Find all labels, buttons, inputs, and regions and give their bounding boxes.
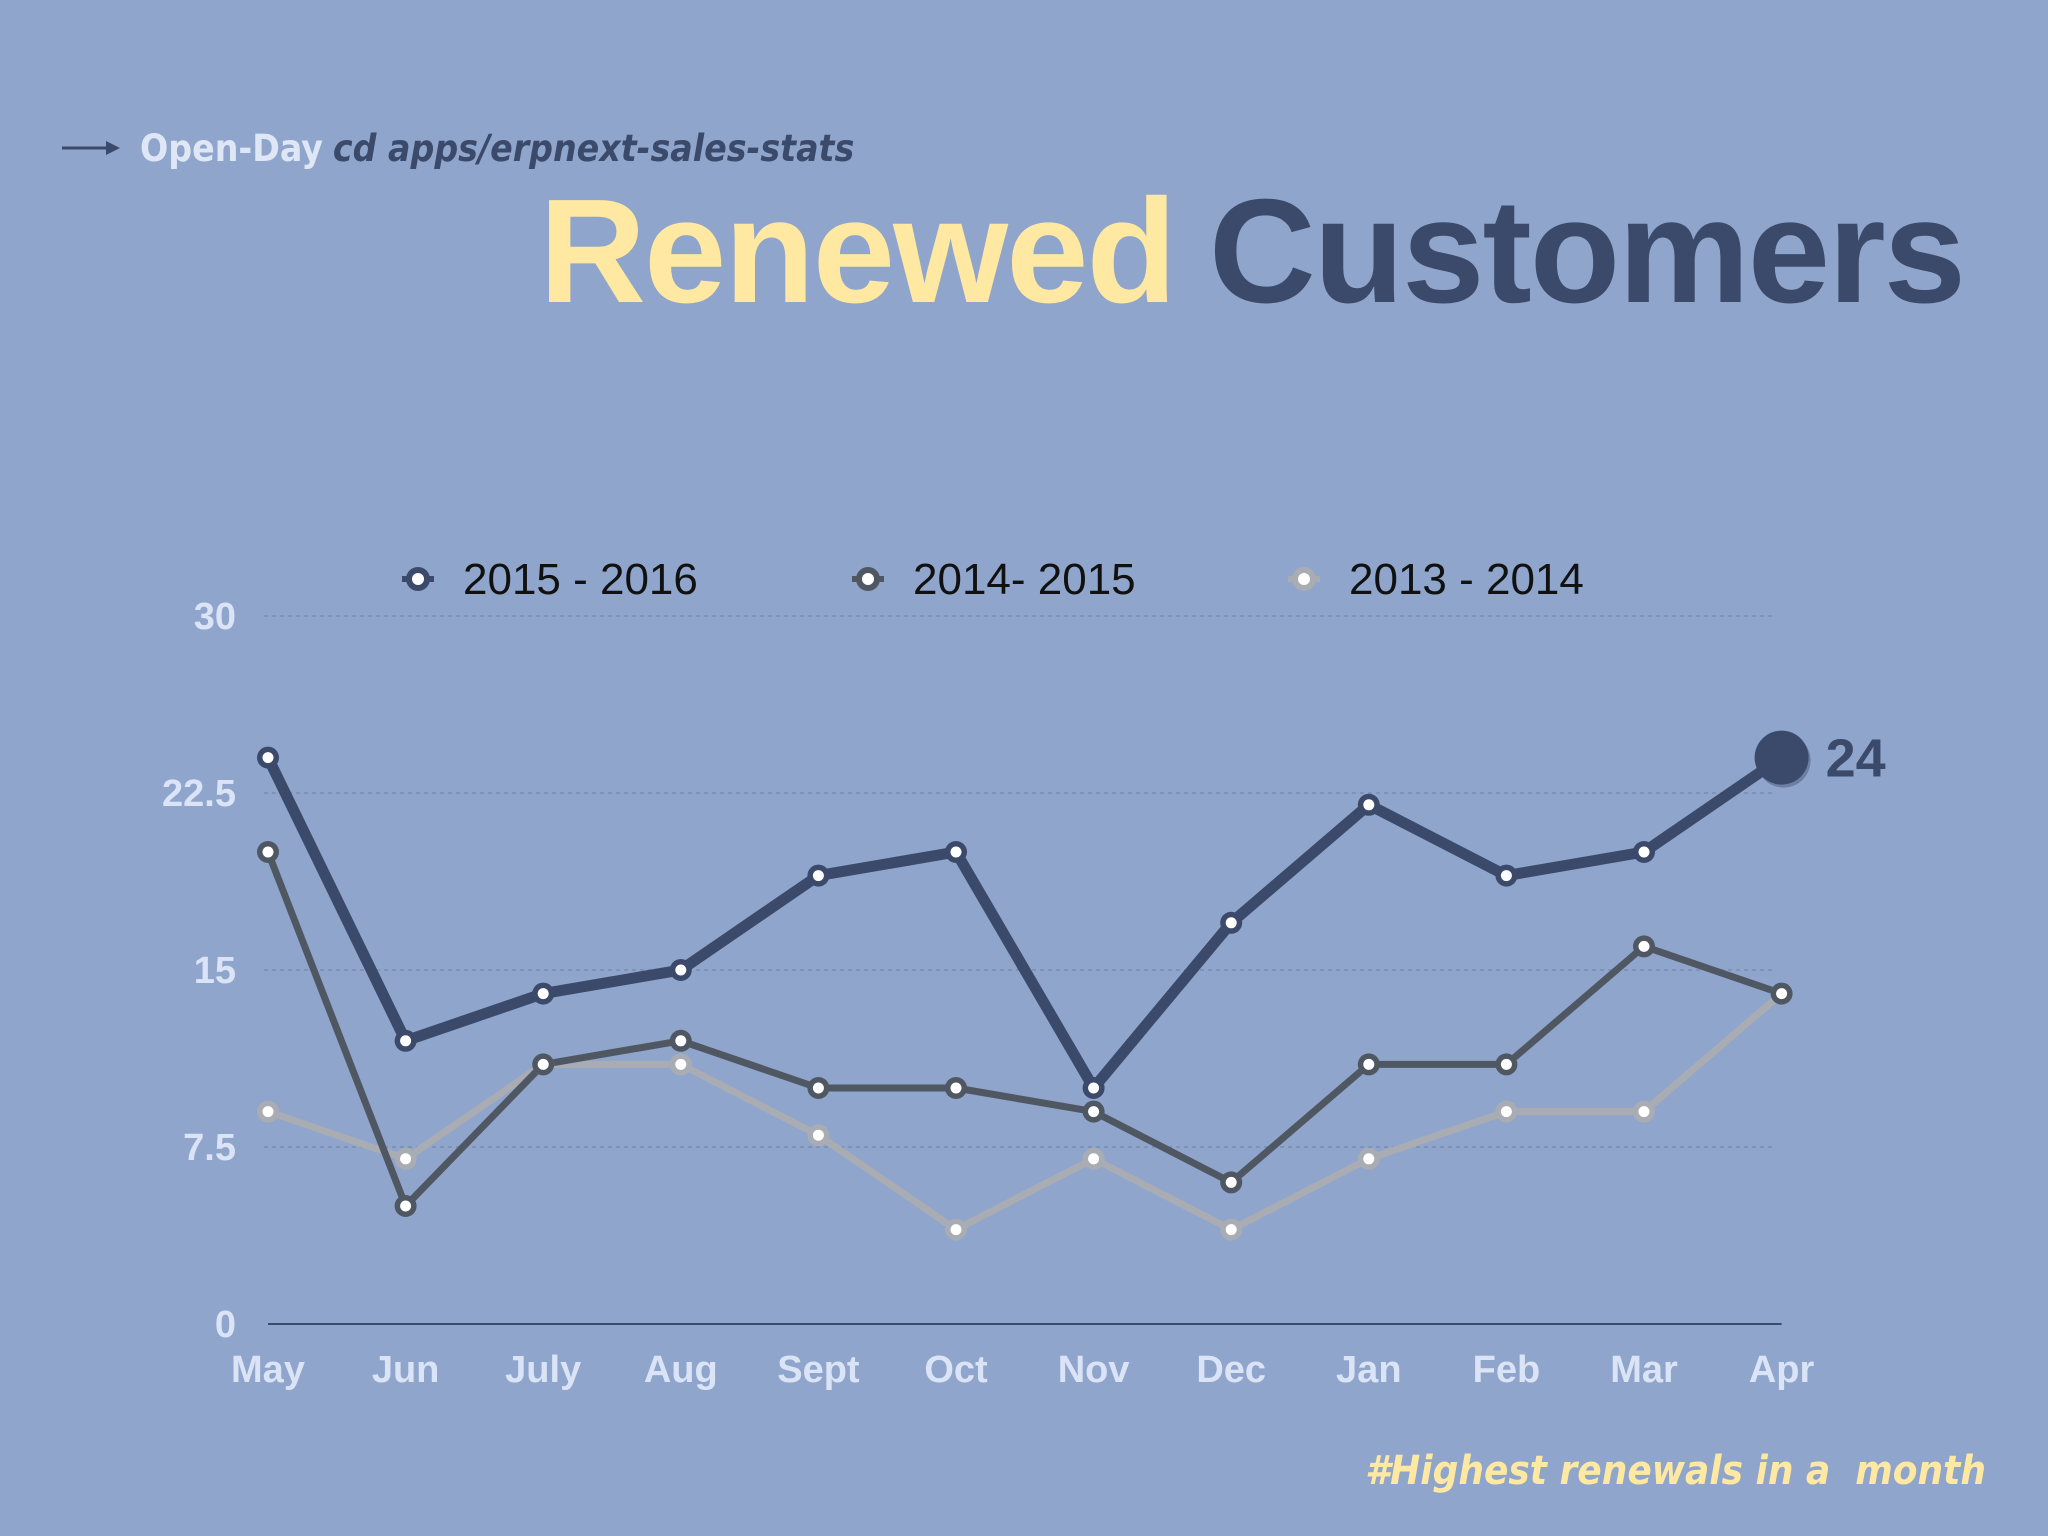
data-point-center (812, 870, 824, 882)
data-label: 24 (1826, 729, 1886, 789)
legend-label: 2014- 2015 (913, 555, 1136, 604)
data-point-center (1225, 1224, 1237, 1236)
x-tick-label: Jan (1336, 1349, 1401, 1391)
data-point-center (537, 1058, 549, 1070)
legend-marker-center (412, 573, 424, 585)
y-tick-label: 22.5 (162, 773, 236, 815)
x-tick-label: Nov (1058, 1349, 1130, 1391)
data-point-center (675, 1035, 687, 1047)
data-point-center (400, 1200, 412, 1212)
y-tick-label: 7.5 (183, 1127, 236, 1169)
data-point-center (812, 1082, 824, 1094)
x-tick-label: Apr (1749, 1349, 1815, 1391)
data-point-center (537, 988, 549, 1000)
data-point-center (1088, 1082, 1100, 1094)
data-point-center (1088, 1106, 1100, 1118)
y-tick-label: 15 (194, 950, 236, 992)
app-name: Open-Day (140, 126, 323, 170)
data-point-center (1500, 1106, 1512, 1118)
data-point-center (262, 1106, 274, 1118)
data-point-center (262, 846, 274, 858)
series-line (264, 990, 1786, 1234)
data-point-center (1638, 846, 1650, 858)
data-point-center (950, 1224, 962, 1236)
data-point-center (1363, 1058, 1375, 1070)
series-line (262, 752, 1788, 1094)
x-tick-label: Feb (1473, 1349, 1541, 1391)
data-point-center (1776, 988, 1788, 1000)
data-point-center (1225, 917, 1237, 929)
data-point-center (950, 1082, 962, 1094)
command-path: cd apps/erpnext-sales-stats (332, 126, 855, 170)
data-point-center (262, 752, 274, 764)
data-point-center (1363, 799, 1375, 811)
data-point-center (1638, 940, 1650, 952)
data-point-center (1225, 1176, 1237, 1188)
data-point-center (950, 846, 962, 858)
title-highlight: Renewed (539, 169, 1177, 334)
data-point-center (1638, 1106, 1650, 1118)
x-tick-label: Jun (372, 1349, 440, 1391)
y-tick-label: 0 (215, 1304, 236, 1346)
y-tick-label: 30 (194, 596, 236, 638)
x-tick-label: Aug (644, 1349, 718, 1391)
page-title: Renewed Customers (539, 178, 1966, 326)
x-tick-label: Mar (1610, 1349, 1678, 1391)
arrow-right-icon (62, 141, 120, 155)
x-tick-label: May (231, 1349, 305, 1391)
data-point-center (1500, 1058, 1512, 1070)
series-line (264, 848, 1786, 1210)
data-point-center (675, 1058, 687, 1070)
x-tick-label: Sept (777, 1349, 860, 1391)
highlight-point (1754, 730, 1809, 785)
data-point-center (400, 1153, 412, 1165)
breadcrumb: Open-Day cd apps/erpnext-sales-stats (62, 118, 854, 178)
data-point-center (675, 964, 687, 976)
data-point-center (812, 1129, 824, 1141)
x-tick-label: July (505, 1349, 581, 1391)
data-point-center (1500, 870, 1512, 882)
data-point-center (1088, 1153, 1100, 1165)
data-point-center (400, 1035, 412, 1047)
legend-marker-center (1298, 573, 1310, 585)
x-tick-label: Oct (924, 1349, 988, 1391)
footnote: #Highest renewals in a month (1365, 1448, 1986, 1494)
data-point-center (1363, 1153, 1375, 1165)
legend-label: 2013 - 2014 (1349, 555, 1584, 604)
legend-label: 2015 - 2016 (463, 555, 698, 604)
title-rest: Customers (1208, 169, 1966, 334)
x-tick-label: Dec (1196, 1349, 1266, 1391)
legend-marker-center (862, 573, 874, 585)
